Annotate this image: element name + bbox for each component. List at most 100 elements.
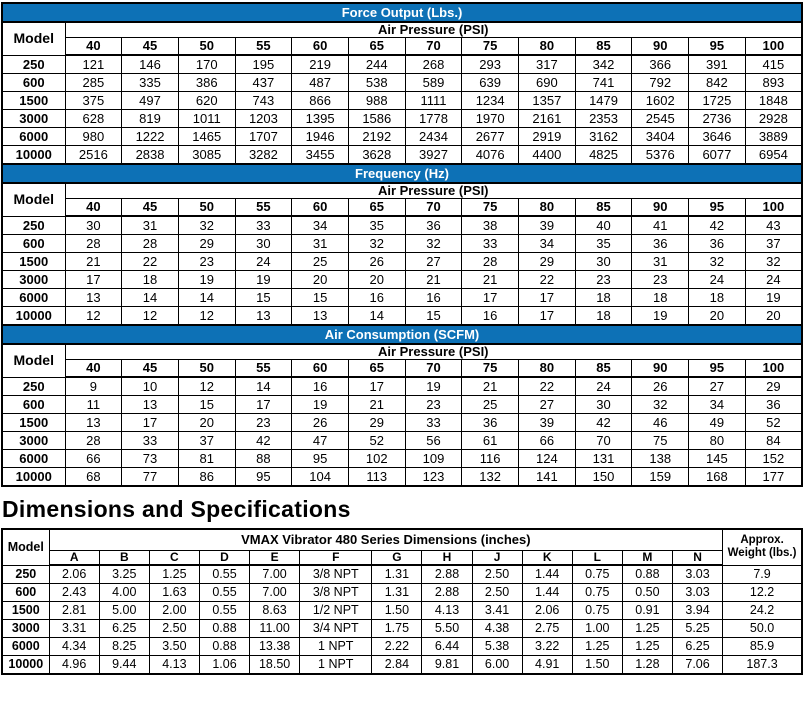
value-cell: 88	[234, 449, 293, 468]
value-cell: 15	[291, 288, 349, 307]
value-cell: 28	[461, 252, 519, 271]
pressure-col-header: 80	[518, 37, 576, 56]
pressure-col-header: 60	[291, 198, 349, 217]
air-pressure-header: Air Pressure (PSI)	[64, 182, 803, 199]
model-cell: 10000	[1, 306, 66, 326]
dimension-cell: 1 NPT	[299, 655, 373, 675]
value-cell: 1203	[234, 109, 293, 128]
value-cell: 159	[631, 467, 690, 487]
value-cell: 195	[234, 54, 293, 74]
value-cell: 18	[574, 288, 633, 307]
model-cell: 250	[1, 376, 66, 396]
value-cell: 342	[574, 54, 633, 74]
dimension-col-header: M	[621, 550, 673, 566]
value-cell: 9	[64, 376, 123, 396]
value-cell: 123	[404, 467, 463, 487]
table-row: 6000 4.34 8.25 3.50 0.88 13.38 1 NPT 2.22 6.44 5.…	[1, 637, 803, 656]
value-cell: 25	[291, 252, 349, 271]
weight-cell: 187.3	[722, 655, 803, 675]
pressure-col-header: 80	[518, 198, 576, 217]
dimension-cell: 0.88	[198, 637, 251, 656]
performance-table-force-output: Force Output (Lbs.) Model Air Pressure (PS…	[1, 2, 803, 165]
value-cell: 23	[631, 270, 690, 289]
value-cell: 1395	[291, 109, 349, 128]
value-cell: 26	[347, 252, 406, 271]
value-cell: 124	[518, 449, 576, 468]
value-cell: 61	[461, 431, 519, 450]
value-cell: 391	[688, 54, 746, 74]
table-row: 1500 21 22 23 24 25 26 27 28 29 30 31 32 32	[1, 252, 803, 271]
value-cell: 23	[177, 252, 236, 271]
model-cell: 3000	[1, 270, 66, 289]
weight-cell: 85.9	[722, 637, 803, 656]
value-cell: 42	[574, 413, 633, 432]
pressure-col-header: 40	[64, 37, 123, 56]
model-header: Model	[1, 21, 66, 56]
value-cell: 30	[574, 395, 633, 414]
value-cell: 32	[744, 252, 803, 271]
value-cell: 1234	[461, 91, 519, 110]
value-cell: 73	[121, 449, 179, 468]
value-cell: 31	[631, 252, 690, 271]
dimension-cell: 18.50	[249, 655, 301, 675]
dimension-cell: 1.50	[571, 655, 623, 675]
table-row: 250 30 31 32 33 34 35 36 38 39 40 41 42 43	[1, 215, 803, 235]
dimension-cell: 2.06	[521, 601, 573, 620]
dimension-col-header: G	[371, 550, 423, 566]
value-cell: 20	[347, 270, 406, 289]
table-row: 250 2.06 3.25 1.25 0.55 7.00 3/8 NPT 1.31 2.88 2.…	[1, 564, 803, 584]
value-cell: 5376	[631, 145, 690, 165]
table-row: 600 285 335 386 437 487 538 589 639 690 741 792 842 8…	[1, 73, 803, 92]
dimension-cell: 13.38	[249, 637, 301, 656]
value-cell: 2928	[744, 109, 803, 128]
value-cell: 1465	[177, 127, 236, 146]
value-cell: 366	[631, 54, 690, 74]
value-cell: 75	[631, 431, 690, 450]
value-cell: 24	[688, 270, 746, 289]
dimension-cell: 0.88	[198, 619, 251, 638]
value-cell: 150	[574, 467, 633, 487]
dimension-cell: 4.91	[521, 655, 573, 675]
value-cell: 33	[404, 413, 463, 432]
value-cell: 37	[744, 234, 803, 253]
value-cell: 20	[744, 306, 803, 326]
value-cell: 47	[291, 431, 349, 450]
pressure-col-header: 70	[404, 37, 463, 56]
table-row: 10000 68 77 86 95 104 113 123 132 141 150 159 168 177	[1, 467, 803, 487]
value-cell: 86	[177, 467, 236, 487]
pressure-col-header: 65	[347, 37, 406, 56]
value-cell: 31	[121, 215, 179, 235]
value-cell: 66	[518, 431, 576, 450]
dimension-cell: 2.50	[148, 619, 200, 638]
dimension-cell: 9.81	[421, 655, 473, 675]
pressure-col-header: 65	[347, 359, 406, 378]
value-cell: 1778	[404, 109, 463, 128]
model-cell: 250	[1, 564, 50, 584]
value-cell: 19	[177, 270, 236, 289]
table-row: 1500 375 497 620 743 866 988 1111 1234 1357 1479 16…	[1, 91, 803, 110]
value-cell: 2434	[404, 127, 463, 146]
dimension-cell: 2.81	[48, 601, 100, 620]
value-cell: 12	[177, 306, 236, 326]
value-cell: 22	[121, 252, 179, 271]
value-cell: 3628	[347, 145, 406, 165]
value-cell: 24	[744, 270, 803, 289]
value-cell: 52	[744, 413, 803, 432]
dimension-cell: 0.75	[571, 564, 623, 584]
value-cell: 866	[291, 91, 349, 110]
model-cell: 1500	[1, 601, 50, 620]
pressure-col-header: 85	[574, 359, 633, 378]
dimension-cell: 3.41	[471, 601, 523, 620]
value-cell: 14	[177, 288, 236, 307]
value-cell: 620	[177, 91, 236, 110]
value-cell: 29	[744, 376, 803, 396]
dimension-cell: 1.44	[521, 564, 573, 584]
model-cell: 10000	[1, 655, 50, 675]
dimension-cell: 3.25	[98, 564, 150, 584]
value-cell: 13	[291, 306, 349, 326]
value-cell: 27	[404, 252, 463, 271]
dimension-cell: 3.94	[671, 601, 724, 620]
dimension-col-header: N	[671, 550, 724, 566]
value-cell: 177	[744, 467, 803, 487]
value-cell: 2736	[688, 109, 746, 128]
